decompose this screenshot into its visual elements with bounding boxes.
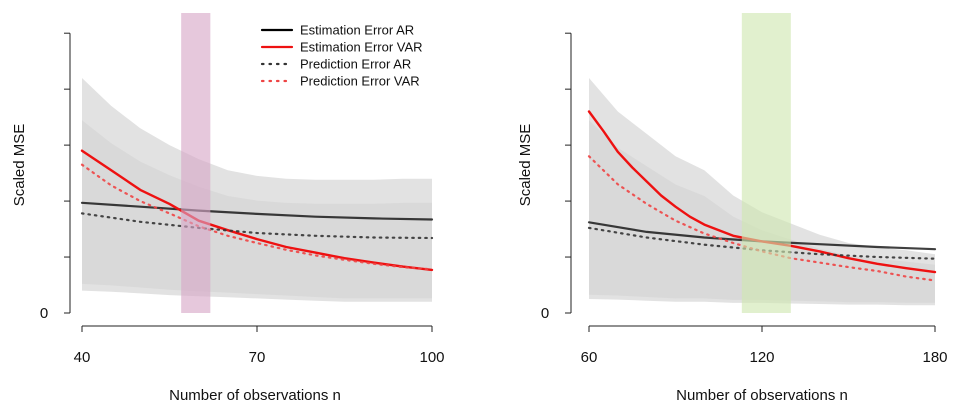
legend-label: Estimation Error VAR [300,40,423,55]
x-axis-label: Number of observations n [676,387,848,404]
series-line-2 [80,149,434,272]
legend-label: Prediction Error AR [300,57,411,72]
highlight-region [741,13,791,313]
y-axis-label: Scaled MSE [517,124,534,207]
series-line-2 [587,110,937,274]
series-line-4 [587,155,937,282]
legend-label: Estimation Error AR [300,23,414,38]
highlight-region [181,13,211,313]
x-tick-label: 70 [249,349,266,366]
x-tick-label: 40 [74,349,91,366]
confidence-band-inner [82,120,432,299]
y-tick-label: 0 [541,305,549,322]
legend: Estimation Error AR Estimation Error VAR P… [260,23,423,89]
x-tick-label: 60 [581,349,598,366]
y-axis-label: Scaled MSE [11,124,28,207]
confidence-band [82,78,432,302]
legend-label: Prediction Error VAR [300,74,420,89]
series-line-3 [80,212,434,240]
left-panel: 0 40 70 100 Number of observations n Scaled M… [11,13,445,404]
x-tick-label: 120 [749,349,774,366]
x-tick-label: 180 [922,349,947,366]
right-panel: 0 60 120 180 Number of observations n Scaled … [517,13,948,404]
x-tick-label: 100 [419,349,444,366]
y-tick-label: 0 [40,305,48,322]
series-line-4 [80,163,434,271]
x-axis-label: Number of observations n [169,387,341,404]
series-line-1 [80,201,434,221]
confidence-band [589,78,935,306]
